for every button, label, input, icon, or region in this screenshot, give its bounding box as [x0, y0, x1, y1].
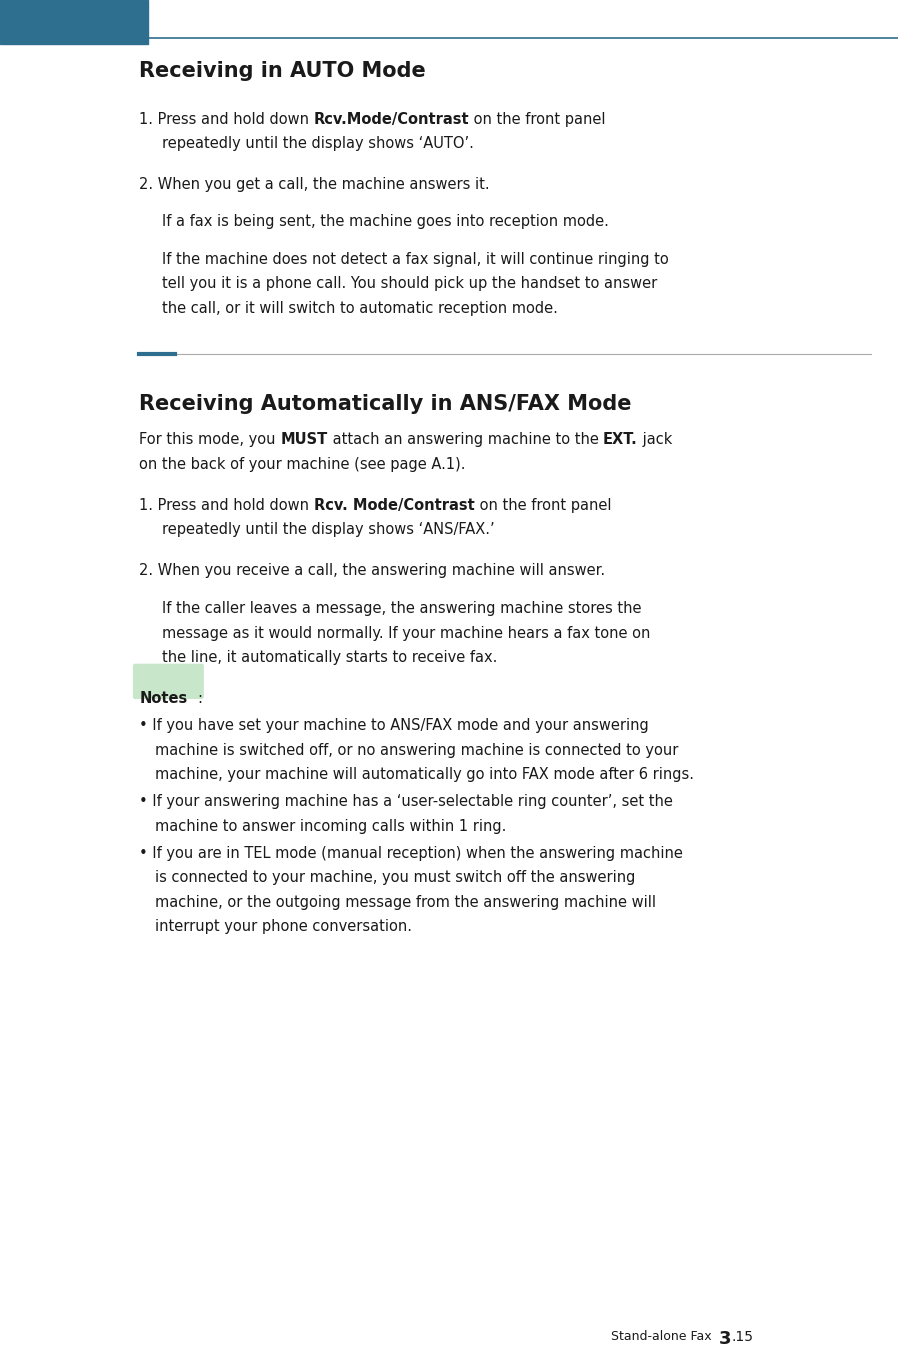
- Text: is connected to your machine, you must switch off the answering: is connected to your machine, you must s…: [155, 870, 636, 885]
- Text: Notes: Notes: [139, 691, 188, 706]
- Text: 3: 3: [719, 1330, 732, 1348]
- Text: If the caller leaves a message, the answering machine stores the: If the caller leaves a message, the answ…: [162, 601, 641, 616]
- Text: If a fax is being sent, the machine goes into reception mode.: If a fax is being sent, the machine goes…: [162, 214, 609, 228]
- Text: machine is switched off, or no answering machine is connected to your: machine is switched off, or no answering…: [155, 743, 679, 758]
- Text: Stand-alone Fax: Stand-alone Fax: [611, 1330, 719, 1344]
- Text: message as it would normally. If your machine hears a fax tone on: message as it would normally. If your ma…: [162, 626, 650, 641]
- Text: the call, or it will switch to automatic reception mode.: the call, or it will switch to automatic…: [162, 301, 558, 316]
- Text: Rcv.Mode/Contrast: Rcv.Mode/Contrast: [313, 112, 470, 126]
- Text: EXT.: EXT.: [603, 432, 638, 447]
- Text: on the front panel: on the front panel: [474, 498, 611, 513]
- Text: 1. Press and hold down: 1. Press and hold down: [139, 112, 313, 126]
- Text: machine, or the outgoing message from the answering machine will: machine, or the outgoing message from th…: [155, 895, 656, 910]
- Text: Receiving Automatically in ANS/FAX Mode: Receiving Automatically in ANS/FAX Mode: [139, 394, 631, 415]
- Text: machine to answer incoming calls within 1 ring.: machine to answer incoming calls within …: [155, 819, 506, 834]
- Bar: [0, 0, 148, 44]
- Text: jack: jack: [638, 432, 673, 447]
- Text: interrupt your phone conversation.: interrupt your phone conversation.: [155, 919, 412, 934]
- Text: 2. When you get a call, the machine answers it.: 2. When you get a call, the machine answ…: [139, 177, 489, 192]
- Text: :: :: [198, 691, 203, 706]
- Text: repeatedly until the display shows ‘AUTO’.: repeatedly until the display shows ‘AUTO…: [162, 136, 473, 151]
- Text: tell you it is a phone call. You should pick up the handset to answer: tell you it is a phone call. You should …: [162, 276, 657, 291]
- Text: attach an answering machine to the: attach an answering machine to the: [328, 432, 603, 447]
- Text: repeatedly until the display shows ‘ANS/FAX.’: repeatedly until the display shows ‘ANS/…: [162, 522, 494, 537]
- Text: 2. When you receive a call, the answering machine will answer.: 2. When you receive a call, the answerin…: [139, 563, 605, 578]
- Text: • If you have set your machine to ANS/FAX mode and your answering: • If you have set your machine to ANS/FA…: [139, 718, 649, 733]
- Text: .15: .15: [732, 1330, 753, 1344]
- Text: Receiving in AUTO Mode: Receiving in AUTO Mode: [139, 61, 426, 82]
- Text: If the machine does not detect a fax signal, it will continue ringing to: If the machine does not detect a fax sig…: [162, 252, 668, 267]
- Text: on the front panel: on the front panel: [470, 112, 606, 126]
- Text: • If your answering machine has a ‘user-selectable ring counter’, set the: • If your answering machine has a ‘user-…: [139, 794, 674, 809]
- Text: Rcv. Mode/Contrast: Rcv. Mode/Contrast: [313, 498, 474, 513]
- Text: • If you are in TEL mode (manual reception) when the answering machine: • If you are in TEL mode (manual recepti…: [139, 846, 683, 861]
- FancyBboxPatch shape: [133, 664, 204, 699]
- Text: 1. Press and hold down: 1. Press and hold down: [139, 498, 313, 513]
- Text: machine, your machine will automatically go into FAX mode after 6 rings.: machine, your machine will automatically…: [155, 767, 694, 782]
- Text: MUST: MUST: [280, 432, 328, 447]
- Text: the line, it automatically starts to receive fax.: the line, it automatically starts to rec…: [162, 650, 497, 665]
- Text: For this mode, you: For this mode, you: [139, 432, 280, 447]
- Text: on the back of your machine (see page A.1).: on the back of your machine (see page A.…: [139, 457, 466, 472]
